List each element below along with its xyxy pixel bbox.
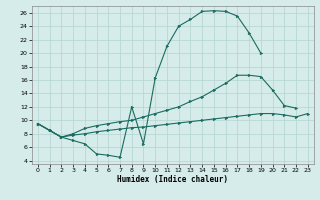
X-axis label: Humidex (Indice chaleur): Humidex (Indice chaleur) bbox=[117, 175, 228, 184]
